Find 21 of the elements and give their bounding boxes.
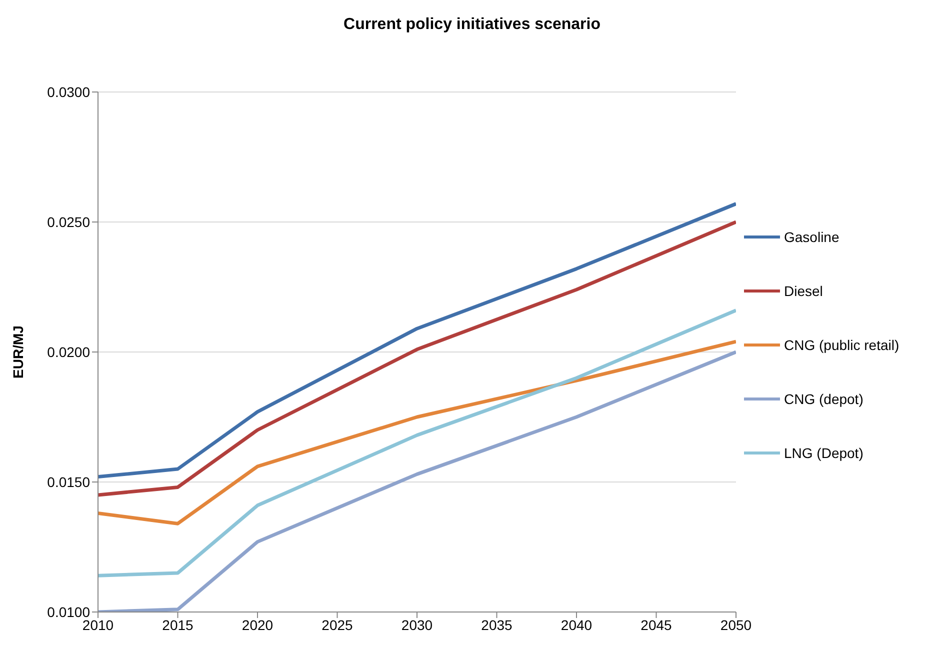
x-tick-label: 2025	[322, 616, 354, 633]
y-axis-title: EUR/MJ	[10, 326, 26, 378]
x-tick-label: 2015	[162, 616, 194, 633]
y-tick-label: 0.0250	[47, 214, 90, 230]
legend-label: Gasoline	[784, 228, 840, 244]
y-tick-label: 0.0150	[47, 474, 90, 490]
x-tick-label: 2030	[401, 616, 433, 633]
legend-label: CNG (depot)	[784, 390, 864, 406]
x-tick-label: 2040	[560, 616, 592, 633]
chart-title: Current policy initiatives scenario	[342, 15, 602, 35]
y-tick-label: 0.0200	[47, 344, 90, 360]
x-tick-label: 2020	[242, 616, 274, 633]
line-series	[98, 340, 736, 526]
legend-label: Diesel	[784, 282, 823, 298]
y-tick-label: 0.0300	[47, 84, 90, 100]
line-series	[98, 308, 736, 578]
x-tick-label: 2035	[481, 616, 513, 633]
legend-label: CNG (public retail)	[784, 336, 900, 352]
legend-label: LNG (Depot)	[784, 444, 864, 460]
x-tick-label: 2050	[720, 616, 752, 633]
x-tick-label: 2045	[640, 616, 672, 633]
